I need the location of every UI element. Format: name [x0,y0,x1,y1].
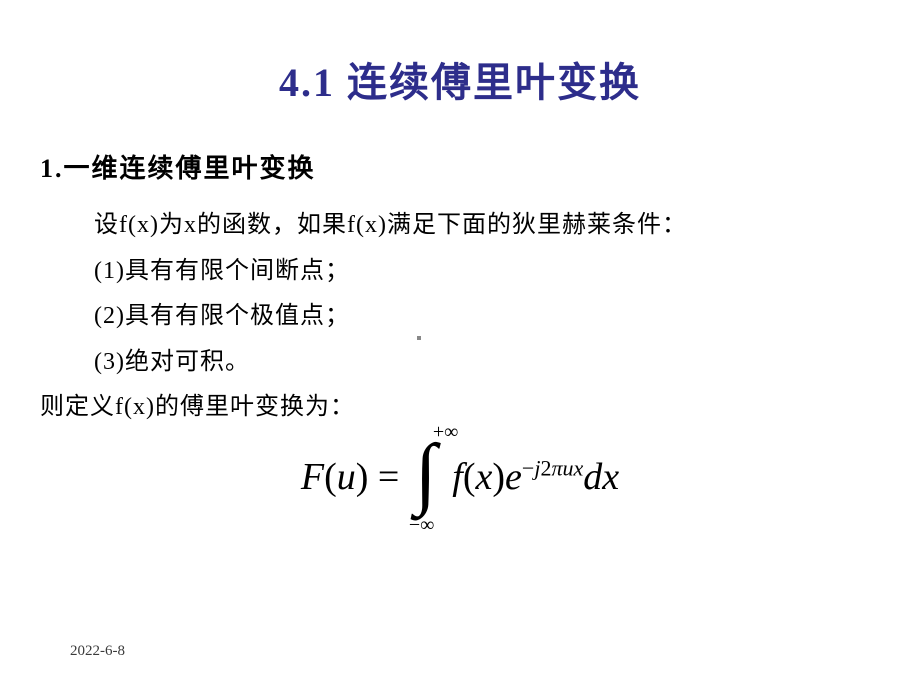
formula-open: ( [324,456,337,498]
slide: 4.1 连续傅里叶变换 1.一维连续傅里叶变换 设f(x)为x的函数，如果f(x… [0,0,920,690]
formula-close2: ) [492,456,505,498]
formula-exp-2: 2 [540,455,551,480]
integral-symbol: ∫ [415,437,437,509]
condition-1: (1)具有有限个间断点； [94,249,880,295]
section-heading: 1.一维连续傅里叶变换 [40,148,880,185]
formula-f: f [452,456,463,498]
definition-text: 则定义f(x)的傅里叶变换为： [40,385,880,431]
formula-u: u [337,456,356,498]
formula-open2: ( [463,456,476,498]
footer-date: 2022-6-8 [70,643,125,660]
formula-F: F [301,456,324,498]
formula-e: e [505,456,522,498]
formula-close: ) [356,456,369,498]
center-marker [417,336,421,340]
condition-3: (3)绝对可积。 [94,340,880,386]
integral-symbol-wrap: +∞ ∫ −∞ [415,441,437,513]
intro-text: 设f(x)为x的函数，如果f(x)满足下面的狄里赫莱条件： [94,203,880,249]
formula-exp-minus: − [522,455,534,480]
integral-lower-limit: −∞ [409,514,435,537]
formula-eq: = [368,456,399,498]
formula-x: x [475,456,492,498]
formula-dx-d: d [583,456,602,498]
condition-2: (2)具有有限个极值点； [94,294,880,340]
formula-dx-x: x [602,456,619,498]
formula-exp-pi: π [551,455,562,480]
formula-exp-ux: ux [562,455,583,480]
page-title: 4.1 连续傅里叶变换 [40,50,880,108]
fourier-formula: F(u) = +∞ ∫ −∞ f(x)e−j2πuxdx [40,441,880,561]
